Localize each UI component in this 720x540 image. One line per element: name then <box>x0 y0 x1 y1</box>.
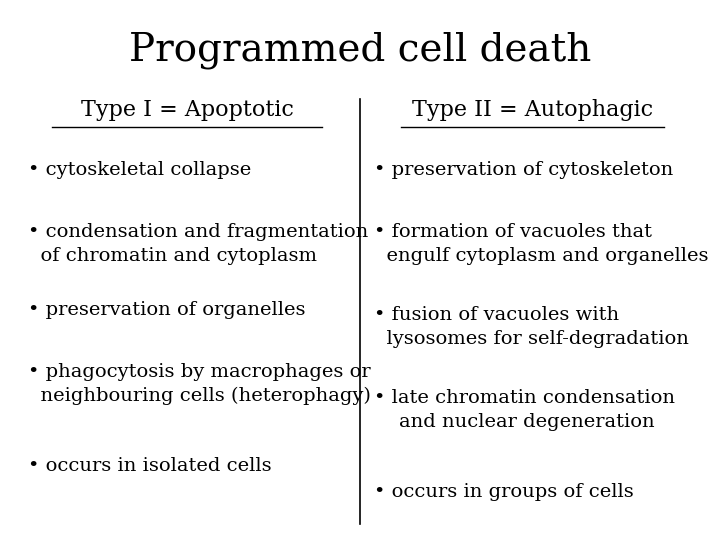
Text: • fusion of vacuoles with
  lysosomes for self-degradation: • fusion of vacuoles with lysosomes for … <box>374 306 689 348</box>
Text: Programmed cell death: Programmed cell death <box>129 31 591 69</box>
Text: • occurs in groups of cells: • occurs in groups of cells <box>374 483 634 501</box>
Text: • preservation of cytoskeleton: • preservation of cytoskeleton <box>374 161 673 179</box>
Text: Type I = Apoptotic: Type I = Apoptotic <box>81 99 294 121</box>
Text: • condensation and fragmentation
  of chromatin and cytoplasm: • condensation and fragmentation of chro… <box>28 224 369 265</box>
Text: • phagocytosis by macrophages or
  neighbouring cells (heterophagy): • phagocytosis by macrophages or neighbo… <box>28 363 371 405</box>
Text: • cytoskeletal collapse: • cytoskeletal collapse <box>28 161 251 179</box>
Text: • preservation of organelles: • preservation of organelles <box>28 301 306 319</box>
Text: Type II = Autophagic: Type II = Autophagic <box>413 99 653 121</box>
Text: • formation of vacuoles that
  engulf cytoplasm and organelles: • formation of vacuoles that engulf cyto… <box>374 224 708 265</box>
Text: • late chromatin condensation
    and nuclear degeneration: • late chromatin condensation and nuclea… <box>374 389 675 431</box>
Text: • occurs in isolated cells: • occurs in isolated cells <box>28 457 272 475</box>
